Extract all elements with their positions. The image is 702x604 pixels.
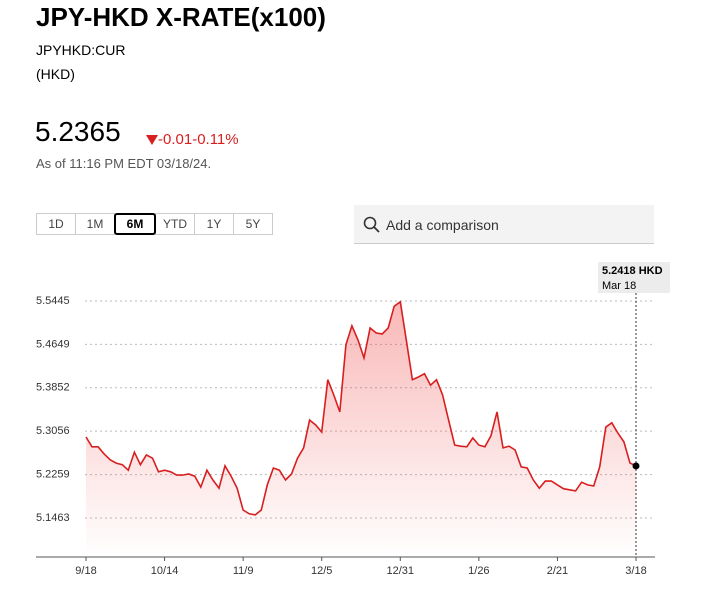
y-tick-label: 5.5445: [36, 295, 70, 307]
x-tick-label: 12/5: [311, 565, 332, 577]
x-tick-label: 3/18: [625, 565, 646, 577]
change-percent: -0.11%: [192, 131, 239, 148]
area-fill: [86, 301, 636, 557]
x-tick-label: 2/21: [547, 565, 568, 577]
search-placeholder: Add a comparison: [386, 217, 499, 233]
range-button[interactable]: 1M: [75, 213, 115, 235]
range-button[interactable]: 6M: [114, 213, 156, 235]
timestamp: As of 11:16 PM EDT 03/18/24.: [36, 156, 212, 171]
change-value: -0.01: [158, 131, 193, 148]
x-tick-label: 11/9: [233, 565, 254, 577]
change: -0.01-0.11%: [146, 131, 239, 148]
tooltip-box: [598, 262, 670, 293]
x-tick-label: 10/14: [151, 565, 179, 577]
symbol: JPYHKD:CUR: [36, 42, 126, 58]
search-icon: [363, 216, 380, 233]
range-button[interactable]: 5Y: [233, 213, 273, 235]
y-tick-label: 5.1463: [36, 512, 70, 524]
tooltip-date: Mar 18: [602, 280, 636, 292]
tooltip-value: 5.2418 HKD: [602, 265, 663, 277]
range-buttons: 1D 1M 6M YTD 1Y 5Y: [36, 213, 273, 235]
price-line: [85, 300, 637, 516]
x-tick-label: 9/18: [75, 565, 96, 577]
x-tick-label: 12/31: [387, 565, 415, 577]
page-title: JPY-HKD X-RATE(x100): [36, 2, 326, 32]
range-button[interactable]: 1D: [36, 213, 76, 235]
down-arrow: [146, 135, 158, 145]
comparison-search[interactable]: Add a comparison: [354, 205, 654, 244]
y-tick-label: 5.2259: [36, 469, 70, 481]
hover-dot: [632, 462, 640, 470]
range-button[interactable]: 1Y: [194, 213, 234, 235]
y-tick-label: 5.4649: [36, 338, 70, 350]
price: 5.2365: [35, 116, 121, 147]
currency: (HKD): [36, 66, 75, 82]
y-tick-label: 5.3852: [36, 382, 70, 394]
x-tick-label: 1/26: [468, 565, 489, 577]
y-tick-label: 5.3056: [36, 425, 70, 437]
range-button[interactable]: YTD: [155, 213, 195, 235]
